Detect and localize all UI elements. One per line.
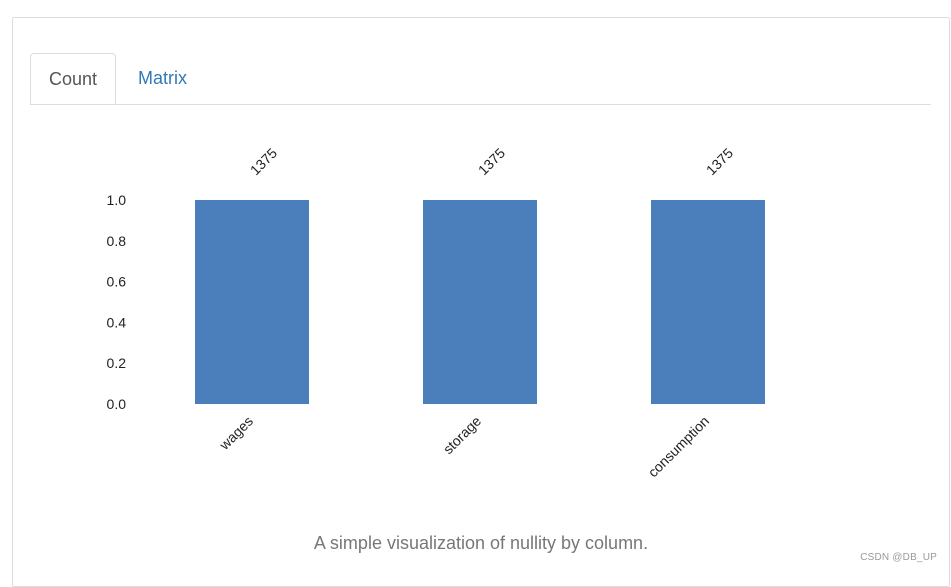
- bar-data-label: 1375: [475, 145, 508, 178]
- bar-wages: [195, 200, 309, 404]
- bar-data-label: 1375: [703, 145, 736, 178]
- tab-bar: Count Matrix: [30, 53, 931, 105]
- chart-caption: A simple visualization of nullity by col…: [313, 533, 649, 553]
- bar-consumption: [651, 200, 765, 404]
- y-tick-label: 0.8: [107, 233, 127, 249]
- y-tick-label: 1.0: [107, 192, 127, 208]
- y-tick-label: 0.2: [107, 355, 127, 371]
- nullity-bar-chart: 0.0 0.2 0.4 0.6 0.8 1.0 1375 wages 1375 storage 13…: [107, 145, 765, 480]
- x-tick-label: storage: [440, 413, 484, 457]
- y-tick-label: 0.6: [107, 274, 127, 290]
- bar-storage: [423, 200, 537, 404]
- x-tick-label: wages: [215, 413, 256, 454]
- tab-count[interactable]: Count: [30, 53, 116, 104]
- y-tick-label: 0.0: [107, 396, 127, 412]
- tab-matrix[interactable]: Matrix: [138, 68, 187, 88]
- x-tick-label: consumption: [645, 413, 712, 480]
- y-tick-label: 0.4: [107, 314, 127, 330]
- bar-data-label: 1375: [247, 145, 280, 178]
- watermark: CSDN @DB_UP: [860, 552, 937, 563]
